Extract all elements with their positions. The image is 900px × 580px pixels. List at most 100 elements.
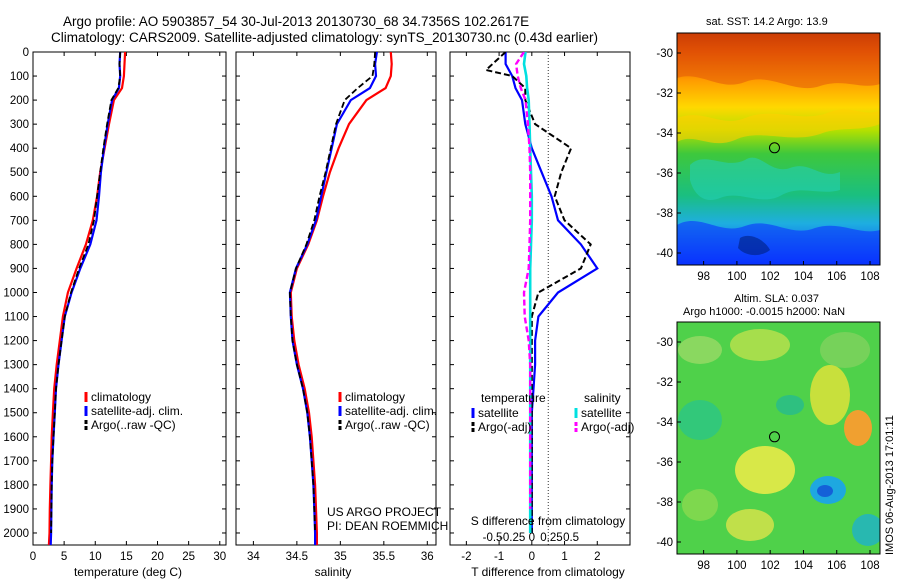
lon-tick-label: 98 bbox=[697, 271, 710, 283]
imos-timestamp: IMOS 06-Aug-2013 17:01:11 bbox=[884, 415, 896, 555]
legend-title-temperature: temperature bbox=[481, 391, 546, 405]
lon-tick-label: 104 bbox=[794, 560, 814, 572]
sst-map-title: sat. SST: 14.2 Argo: 13.9 bbox=[706, 16, 828, 28]
series-line-satellite bbox=[504, 52, 599, 533]
series-line-argo-adj- bbox=[483, 52, 592, 533]
series-line-satellite-adj-clim- bbox=[288, 52, 378, 545]
lon-tick-label: 100 bbox=[727, 560, 746, 572]
depth-tick-label: 2000 bbox=[3, 528, 29, 540]
legend-label: satellite bbox=[478, 406, 519, 420]
lat-tick-label: -40 bbox=[656, 537, 673, 549]
lat-tick-label: -38 bbox=[656, 497, 673, 509]
lat-tick-label: -32 bbox=[656, 88, 673, 100]
lat-tick-label: -34 bbox=[656, 417, 673, 429]
x-tick-label: 34.5 bbox=[286, 551, 308, 563]
depth-tick-label: 100 bbox=[10, 71, 29, 83]
x-tick-label: 2 bbox=[594, 551, 600, 563]
depth-tick-label: 400 bbox=[10, 143, 29, 155]
legend-label: satellite bbox=[581, 406, 622, 420]
depth-tick-label: 1200 bbox=[3, 336, 29, 348]
s-tick-label: 0 bbox=[529, 532, 535, 544]
legend-label: Argo(-adj) bbox=[478, 420, 531, 434]
lat-tick-label: -30 bbox=[656, 48, 673, 60]
credit-line-2: PI: DEAN ROEMMICH bbox=[327, 519, 448, 533]
temperature-axis-label: temperature (deg C) bbox=[74, 565, 182, 579]
legend-label: climatology bbox=[345, 390, 405, 404]
lat-tick-label: -40 bbox=[656, 248, 673, 260]
x-tick-label: 5 bbox=[61, 551, 67, 563]
legend-label: Argo(-adj) bbox=[581, 420, 634, 434]
legend-label: Argo(..raw -QC) bbox=[345, 418, 430, 432]
difference-panel: -2 -1 0 1 2 -0.5-0.25 0 0.25 0.5 T difference fr… bbox=[449, 51, 634, 579]
s-tick-label: 0.5 bbox=[563, 532, 579, 544]
s-tick-label: -0.25 bbox=[499, 532, 525, 544]
header-line-2: Climatology: CARS2009. Satellite-adjuste… bbox=[51, 30, 598, 45]
depth-tick-label: 800 bbox=[10, 239, 29, 251]
t-difference-axis-label: T difference from climatology bbox=[471, 565, 625, 579]
legend-label: satellite-adj. clim. bbox=[345, 404, 437, 418]
x-tick-label: 0 bbox=[30, 551, 36, 563]
lon-tick-label: 106 bbox=[827, 271, 846, 283]
depth-tick-label: 1900 bbox=[3, 504, 29, 516]
legend-label: satellite-adj. clim. bbox=[91, 404, 183, 418]
x-tick-label: 1 bbox=[561, 551, 567, 563]
lat-tick-label: -36 bbox=[656, 168, 673, 180]
sla-map-title-2: Argo h1000: -0.0015 h2000: NaN bbox=[683, 306, 845, 318]
depth-tick-label: 1500 bbox=[3, 408, 29, 420]
temperature-panel: 0100200300400500600700800900100011001200… bbox=[3, 47, 227, 579]
depth-tick-label: 1600 bbox=[3, 432, 29, 444]
legend-label: climatology bbox=[91, 390, 151, 404]
series-line-climatology bbox=[289, 52, 393, 545]
depth-tick-label: 600 bbox=[10, 191, 29, 203]
lon-tick-label: 102 bbox=[761, 271, 780, 283]
lat-tick-label: -34 bbox=[656, 128, 673, 140]
sst-map: sat. SST: 14.2 Argo: 13.9 -30 -32 -34 -36 -3… bbox=[656, 16, 881, 283]
x-tick-label: 15 bbox=[120, 551, 133, 563]
x-tick-label: 0 bbox=[529, 551, 535, 563]
x-tick-label: 30 bbox=[213, 551, 226, 563]
sla-argo-marker bbox=[769, 431, 781, 443]
salinity-panel: 34 34.5 35 35.5 36 salinity climatologysatel… bbox=[235, 51, 448, 579]
lon-tick-label: 98 bbox=[697, 560, 710, 572]
lon-tick-label: 108 bbox=[860, 271, 879, 283]
legend-label: Argo(..raw -QC) bbox=[91, 418, 176, 432]
x-tick-label: -2 bbox=[461, 551, 471, 563]
sla-map-title-1: Altim. SLA: 0.037 bbox=[734, 293, 819, 305]
depth-tick-label: 1700 bbox=[3, 456, 29, 468]
lon-tick-label: 102 bbox=[761, 560, 780, 572]
x-tick-label: 10 bbox=[89, 551, 102, 563]
legend-title-salinity: salinity bbox=[584, 391, 621, 405]
lon-tick-label: 104 bbox=[794, 271, 814, 283]
sst-argo-marker bbox=[769, 142, 781, 154]
x-tick-label: 20 bbox=[151, 551, 164, 563]
depth-tick-label: 1100 bbox=[4, 312, 29, 324]
depth-tick-label: 1300 bbox=[3, 360, 29, 372]
depth-tick-label: 700 bbox=[10, 215, 29, 227]
depth-tick-label: 200 bbox=[10, 95, 29, 107]
depth-tick-label: 0 bbox=[23, 47, 29, 59]
depth-tick-label: 1000 bbox=[3, 287, 29, 299]
series-line-climatology bbox=[47, 52, 127, 545]
lat-tick-label: -38 bbox=[656, 208, 673, 220]
lon-tick-label: 106 bbox=[827, 560, 846, 572]
x-tick-label: 35.5 bbox=[373, 551, 395, 563]
lon-tick-label: 108 bbox=[860, 560, 879, 572]
depth-tick-label: 500 bbox=[10, 167, 29, 179]
s-difference-axis-label: S difference from climatology bbox=[471, 514, 626, 528]
depth-tick-label: 900 bbox=[10, 263, 29, 275]
lat-tick-label: -36 bbox=[656, 457, 673, 469]
header-line-1: Argo profile: AO 5903857_54 30-Jul-2013 … bbox=[63, 14, 529, 29]
lon-tick-label: 100 bbox=[727, 271, 746, 283]
series-line-salinity-argo-adj- bbox=[514, 52, 532, 509]
x-tick-label: 35 bbox=[334, 551, 347, 563]
x-tick-label: 36 bbox=[421, 551, 434, 563]
x-tick-label: 25 bbox=[182, 551, 195, 563]
lat-tick-label: -32 bbox=[656, 377, 673, 389]
series-line-argo-raw-qc- bbox=[50, 52, 122, 534]
salinity-axis-label: salinity bbox=[315, 565, 352, 579]
s-tick-label: -0.5 bbox=[483, 532, 503, 544]
depth-tick-label: 1800 bbox=[3, 480, 29, 492]
x-tick-label: -1 bbox=[494, 551, 504, 563]
sla-map: Altim. SLA: 0.037 Argo h1000: -0.0015 h2… bbox=[656, 293, 881, 572]
